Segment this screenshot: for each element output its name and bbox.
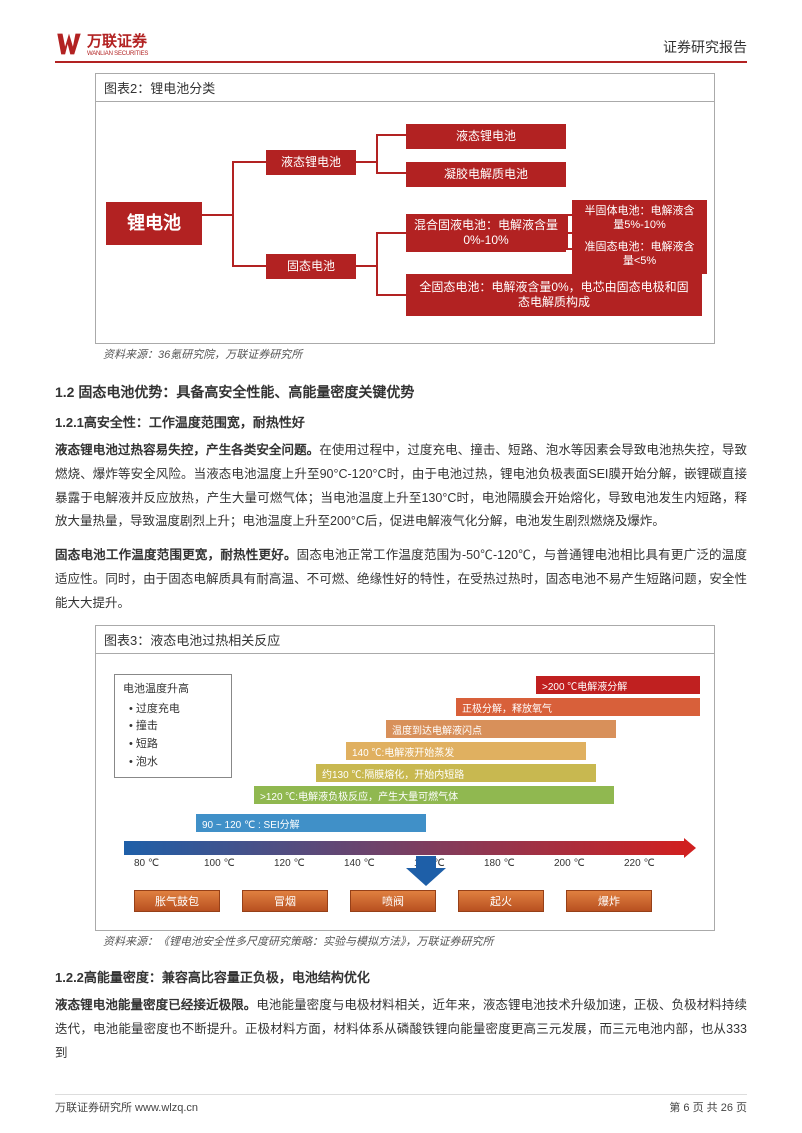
stage-box: 爆炸: [566, 890, 652, 912]
temperature-axis: [124, 841, 684, 855]
tree-l3d: 全固态电池：电解液含量0%，电芯由固态电极和固态电解质构成: [406, 274, 702, 316]
conn: [376, 134, 378, 174]
logo: 万联证券 WANLIAN SECURITIES: [55, 30, 148, 57]
logo-en: WANLIAN SECURITIES: [87, 51, 148, 57]
para3-bold: 液态锂电池能量密度已经接近极限。: [55, 998, 256, 1012]
conn: [566, 248, 572, 250]
page-footer: 万联证券研究所 www.wlzq.cn 第 6 页 共 26 页: [55, 1094, 747, 1115]
conn: [202, 214, 232, 216]
temp-bar: 正极分解，释放氧气: [456, 698, 700, 716]
temp-bar: 温度到达电解液闪点: [386, 720, 616, 738]
stage-box: 起火: [458, 890, 544, 912]
figure-2-source: 资料来源：36氪研究院，万联证券研究所: [103, 346, 747, 362]
stage-box: 冒烟: [242, 890, 328, 912]
footer-left: 万联证券研究所 www.wlzq.cn: [55, 1099, 198, 1115]
header-right: 证券研究报告: [663, 37, 747, 57]
conn: [232, 265, 266, 267]
axis-tick: 120 ℃: [274, 858, 305, 869]
footer-right: 第 6 页 共 26 页: [669, 1099, 747, 1115]
figure-3-title: 图表3：液态电池过热相关反应: [96, 626, 714, 654]
temp-bar: >200 ℃电解液分解: [536, 676, 700, 694]
tree-l4a: 半固体电池：电解液含量5%-10%: [572, 200, 707, 238]
conn: [356, 265, 376, 267]
figure-3-frame: 图表3：液态电池过热相关反应 电池温度升高 • 过度充电 • 撞击 • 短路 •…: [95, 625, 715, 931]
conn: [376, 294, 406, 296]
tree-l3b: 凝胶电解质电池: [406, 162, 566, 187]
figure-2-frame: 图表2：锂电池分类 锂电池 液态锂电池 固态电池 液态锂电池 凝胶电解质电池 混…: [95, 73, 715, 344]
page-header: 万联证券 WANLIAN SECURITIES 证券研究报告: [55, 30, 747, 63]
stage-box: 喷阀: [350, 890, 436, 912]
tree-root: 锂电池: [106, 202, 202, 245]
cause-item: • 泡水: [123, 754, 223, 772]
temp-bar: >120 ℃:电解液负极反应，产生大量可燃气体: [254, 786, 614, 804]
axis-tick: 200 ℃: [554, 858, 585, 869]
stage-box: 胀气鼓包: [134, 890, 220, 912]
temp-bar: 140 ℃:电解液开始蒸发: [346, 742, 586, 760]
tree-l2a: 液态锂电池: [266, 150, 356, 175]
logo-cn: 万联证券: [87, 30, 148, 51]
tree-l3a: 液态锂电池: [406, 124, 566, 149]
conn: [356, 161, 376, 163]
down-arrow-icon: [406, 868, 446, 886]
figure-3-body: 电池温度升高 • 过度充电 • 撞击 • 短路 • 泡水 >200 ℃电解液分解…: [96, 654, 714, 930]
conn: [566, 214, 568, 250]
figure-2-title: 图表2：锂电池分类: [96, 74, 714, 102]
bottom-row: 胀气鼓包 冒烟 喷阀 起火 爆炸: [134, 890, 652, 912]
figure-2-body: 锂电池 液态锂电池 固态电池 液态锂电池 凝胶电解质电池 混合固液电池：电解液含…: [96, 102, 714, 343]
tree-l3c: 混合固液电池：电解液含量0%-10%: [406, 214, 566, 252]
axis-tick: 140 ℃: [344, 858, 375, 869]
axis-tick: 220 ℃: [624, 858, 655, 869]
conn: [376, 172, 406, 174]
conn: [376, 232, 378, 296]
tree-l2b: 固态电池: [266, 254, 356, 279]
figure-3-source: 资料来源：《锂电池安全性多尺度研究策略：实验与模拟方法》，万联证券研究所: [103, 933, 747, 949]
cause-item: • 撞击: [123, 718, 223, 736]
temp-bar: 90 ~ 120 ℃ : SEI分解: [196, 814, 426, 832]
paragraph-3: 液态锂电池能量密度已经接近极限。电池能量密度与电极材料相关，近年来，液态锂电池技…: [55, 994, 747, 1065]
logo-w-icon: [55, 31, 83, 57]
thermal-diagram: 电池温度升高 • 过度充电 • 撞击 • 短路 • 泡水 >200 ℃电解液分解…: [106, 666, 704, 916]
para1-bold: 液态锂电池过热容易失控，产生各类安全问题。: [55, 443, 319, 457]
cause-box: 电池温度升高 • 过度充电 • 撞击 • 短路 • 泡水: [114, 674, 232, 778]
paragraph-1: 液态锂电池过热容易失控，产生各类安全问题。在使用过程中，过度充电、撞击、短路、泡…: [55, 439, 747, 534]
section-1-2-2-heading: 1.2.2高能量密度：兼容高比容量正负极，电池结构优化: [55, 967, 747, 986]
tree-l4b: 准固态电池：电解液含量<5%: [572, 236, 707, 274]
axis-tick: 100 ℃: [204, 858, 235, 869]
cause-item: • 短路: [123, 736, 223, 754]
conn: [232, 161, 234, 267]
tree-diagram: 锂电池 液态锂电池 固态电池 液态锂电池 凝胶电解质电池 混合固液电池：电解液含…: [106, 114, 704, 329]
cause-item: • 过度充电: [123, 701, 223, 719]
section-1-2-heading: 1.2 固态电池优势：具备高安全性能、高能量密度关键优势: [55, 382, 747, 402]
conn: [232, 161, 266, 163]
logo-text: 万联证券 WANLIAN SECURITIES: [87, 30, 148, 57]
paragraph-2: 固态电池工作温度范围更宽，耐热性更好。固态电池正常工作温度范围为-50℃-120…: [55, 544, 747, 615]
axis-tick: 180 ℃: [484, 858, 515, 869]
temp-bar: 约130 ℃:隔膜熔化，开始内短路: [316, 764, 596, 782]
page-container: 万联证券 WANLIAN SECURITIES 证券研究报告 图表2：锂电池分类…: [0, 0, 802, 1116]
section-1-2-1-heading: 1.2.1高安全性：工作温度范围宽，耐热性好: [55, 412, 747, 431]
conn: [566, 214, 572, 216]
para2-bold: 固态电池工作温度范围更宽，耐热性更好。: [55, 548, 297, 562]
cause-title: 电池温度升高: [123, 681, 223, 699]
conn: [376, 134, 406, 136]
conn: [376, 232, 406, 234]
axis-tick: 80 ℃: [134, 858, 159, 869]
